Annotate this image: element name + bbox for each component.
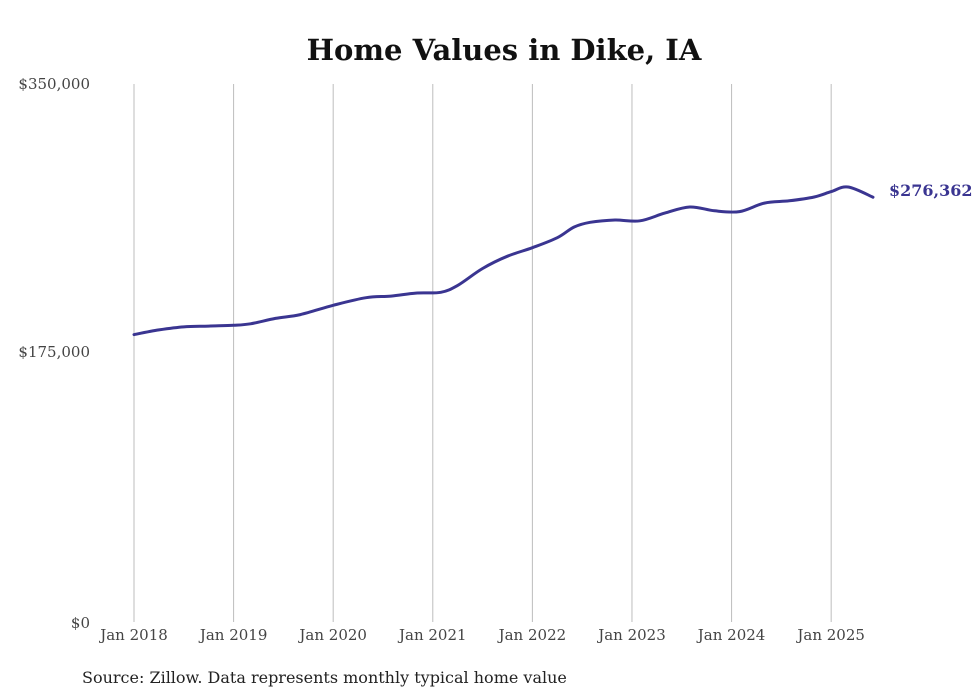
vertical-gridlines bbox=[133, 84, 832, 622]
chart-title: Home Values in Dike, IA bbox=[307, 33, 702, 67]
y-tick-label-top: $350,000 bbox=[18, 75, 90, 93]
line-chart: Home Values in Dike, IA $350,000 $175,00… bbox=[18, 33, 973, 644]
x-tick-label-2025: Jan 2025 bbox=[795, 626, 865, 644]
end-value-label: $276,362 bbox=[889, 181, 973, 200]
y-tick-label-zero: $0 bbox=[71, 614, 90, 632]
source-note: Source: Zillow. Data represents monthly … bbox=[82, 668, 567, 687]
x-tick-label-2023: Jan 2023 bbox=[596, 626, 666, 644]
x-tick-label-2020: Jan 2020 bbox=[297, 626, 367, 644]
x-tick-label-2022: Jan 2022 bbox=[497, 626, 567, 644]
series-line-home-value bbox=[132, 185, 875, 337]
x-tick-label-2024: Jan 2024 bbox=[696, 626, 766, 644]
x-axis-ticks: Jan 2018 Jan 2019 Jan 2020 Jan 2021 Jan 2022… bbox=[98, 626, 865, 644]
x-tick-label-2021: Jan 2021 bbox=[397, 626, 467, 644]
x-tick-label-2019: Jan 2019 bbox=[198, 626, 268, 644]
x-tick-label-2018: Jan 2018 bbox=[98, 626, 168, 644]
y-tick-label-mid: $175,000 bbox=[18, 343, 90, 361]
